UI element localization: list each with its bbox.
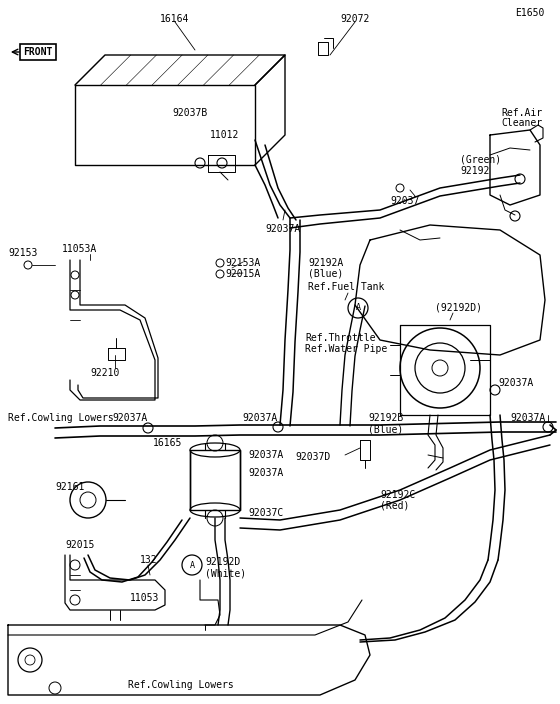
Text: 11053: 11053 [130,593,160,603]
Text: 92210: 92210 [90,368,119,378]
Text: 132: 132 [140,555,157,565]
Text: (Blue): (Blue) [368,424,403,434]
Text: (Blue): (Blue) [308,269,343,279]
Text: 92037A: 92037A [248,450,283,460]
Text: 92192C: 92192C [380,490,416,500]
Text: 92192A: 92192A [308,258,343,268]
Text: 92037A: 92037A [248,468,283,478]
Text: 92037A: 92037A [265,224,301,234]
Text: 92153: 92153 [8,248,38,258]
Text: Cleaner: Cleaner [502,118,543,128]
Text: A: A [356,303,361,313]
Text: 92037D: 92037D [295,452,330,462]
Text: 92161: 92161 [55,482,85,492]
Text: 92015A: 92015A [225,269,260,279]
Text: Ref.Cowling Lowers: Ref.Cowling Lowers [8,413,114,423]
Text: 11053A: 11053A [62,244,97,254]
Text: Ref.Fuel Tank: Ref.Fuel Tank [308,282,384,292]
Text: A: A [189,560,194,570]
Text: (Green): (Green) [460,155,501,165]
Text: 11012: 11012 [210,130,239,140]
Text: (92192D): (92192D) [435,302,482,312]
Text: (Red): (Red) [380,501,409,511]
Text: 92037A: 92037A [510,413,545,423]
Text: 92192B: 92192B [368,413,403,423]
Text: 92037A: 92037A [498,378,533,388]
Text: 16165: 16165 [153,438,183,448]
Text: 92037: 92037 [390,196,419,206]
Text: 16164: 16164 [160,14,190,24]
Text: Ref.Water Pipe: Ref.Water Pipe [305,344,388,354]
Text: 92192: 92192 [460,166,489,176]
Text: 92037C: 92037C [248,508,283,518]
Text: FRONT: FRONT [24,47,53,57]
Text: 92072: 92072 [340,14,370,24]
Text: Ref.Cowling Lowers: Ref.Cowling Lowers [128,680,234,690]
Text: 92192D: 92192D [205,557,240,567]
Text: 92153A: 92153A [225,258,260,268]
Text: Ref.Throttle: Ref.Throttle [305,333,376,343]
Text: 92037A: 92037A [112,413,147,423]
Text: E1650: E1650 [516,8,545,18]
Text: (White): (White) [205,568,246,578]
Text: Ref.Air: Ref.Air [502,108,543,118]
Text: 92015: 92015 [65,540,95,550]
Text: 92037A: 92037A [242,413,277,423]
Text: 92037B: 92037B [172,108,208,118]
